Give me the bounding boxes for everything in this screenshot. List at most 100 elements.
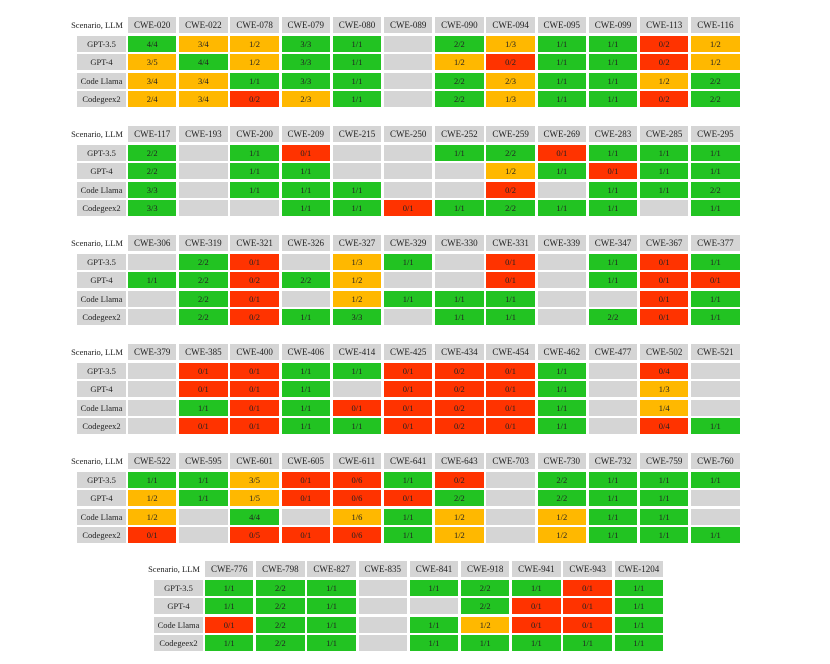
result-cell: 1/1	[179, 399, 228, 416]
result-cell: 1/1	[537, 163, 586, 180]
empty-cell	[435, 163, 484, 180]
result-cell: 1/1	[640, 490, 689, 507]
result-cell: 1/1	[512, 579, 561, 596]
result-cell: 1/4	[640, 399, 689, 416]
result-cell: 4/4	[179, 54, 228, 71]
result-cell: 0/1	[384, 399, 433, 416]
empty-cell	[179, 163, 228, 180]
result-cell: 2/3	[486, 72, 535, 89]
row-label: Codegeex2	[77, 309, 126, 326]
column-header: CWE-434	[435, 344, 484, 360]
result-cell: 1/1	[691, 527, 740, 544]
result-cell: 1/2	[691, 54, 740, 71]
result-cell: 1/2	[332, 290, 382, 307]
column-header: CWE-116	[691, 17, 740, 33]
result-cell: 1/1	[332, 54, 382, 71]
column-header: CWE-941	[512, 561, 561, 577]
empty-cell	[486, 471, 535, 488]
column-header: CWE-385	[179, 344, 228, 360]
result-cell: 1/1	[640, 527, 689, 544]
empty-cell	[384, 35, 433, 52]
result-cell: 1/1	[435, 309, 484, 326]
result-cell: 0/4	[640, 418, 689, 435]
row-label: GPT-3.5	[77, 144, 126, 161]
result-cell: 1/1	[307, 598, 356, 615]
result-cell: 1/1	[537, 399, 586, 416]
row-label: GPT-4	[77, 272, 126, 289]
result-cell: 1/1	[332, 362, 382, 379]
result-cell: 1/1	[332, 35, 382, 52]
column-header: CWE-200	[230, 126, 279, 142]
empty-cell	[588, 362, 638, 379]
column-header: CWE-020	[128, 17, 177, 33]
result-cell: 1/6	[332, 508, 382, 525]
empty-cell	[128, 309, 177, 326]
result-cell: 1/1	[512, 635, 561, 652]
result-cell: 1/1	[461, 635, 510, 652]
result-cell: 1/2	[691, 35, 740, 52]
row-label: Code Llama	[154, 616, 203, 633]
result-cell: 1/1	[205, 635, 254, 652]
empty-cell	[384, 181, 433, 198]
empty-cell	[384, 91, 433, 108]
result-cell: 0/1	[486, 418, 535, 435]
result-cell: 0/1	[230, 362, 279, 379]
column-header: CWE-319	[179, 235, 228, 251]
result-cell: 0/1	[230, 399, 279, 416]
result-cell: 1/1	[537, 418, 586, 435]
empty-cell	[128, 253, 177, 270]
result-cell: 0/1	[563, 579, 612, 596]
result-cell: 0/1	[205, 616, 254, 633]
result-cell: 2/2	[128, 144, 177, 161]
empty-cell	[486, 490, 535, 507]
result-cell: 1/1	[537, 381, 586, 398]
column-header: CWE-827	[307, 561, 356, 577]
empty-cell	[230, 200, 279, 217]
result-cell: 1/2	[435, 527, 484, 544]
result-cell: 2/3	[281, 91, 330, 108]
result-cell: 0/1	[384, 381, 433, 398]
empty-cell	[384, 144, 433, 161]
row-label: GPT-4	[77, 381, 126, 398]
result-cell: 1/1	[384, 253, 433, 270]
empty-cell	[281, 508, 330, 525]
row-label: Codegeex2	[77, 527, 126, 544]
result-cell: 2/4	[128, 91, 177, 108]
result-cell: 0/1	[179, 418, 228, 435]
column-header: CWE-113	[640, 17, 689, 33]
column-header: CWE-329	[384, 235, 433, 251]
result-cell: 1/2	[230, 54, 279, 71]
result-cell: 1/1	[230, 163, 279, 180]
result-cell: 2/2	[691, 91, 740, 108]
column-header: CWE-285	[640, 126, 689, 142]
table-corner-label: Scenario, LLM	[148, 564, 200, 574]
column-header: CWE-522	[128, 453, 177, 469]
column-header: CWE-347	[588, 235, 638, 251]
column-header: CWE-089	[384, 17, 433, 33]
result-cell: 3/4	[179, 91, 228, 108]
result-cell: 1/1	[614, 598, 663, 615]
empty-cell	[691, 362, 740, 379]
result-cell: 1/1	[640, 471, 689, 488]
empty-cell	[435, 272, 484, 289]
column-header: CWE-641	[384, 453, 433, 469]
row-label: GPT-3.5	[154, 579, 203, 596]
result-cell: 1/1	[640, 508, 689, 525]
result-cell: 2/2	[691, 181, 740, 198]
result-cell: 1/1	[230, 72, 279, 89]
column-header: CWE-379	[128, 344, 177, 360]
column-header: CWE-943	[563, 561, 612, 577]
empty-cell	[179, 144, 228, 161]
result-cell: 0/1	[537, 144, 586, 161]
result-cell: 1/1	[332, 91, 382, 108]
column-header: CWE-259	[486, 126, 535, 142]
result-cell: 3/3	[281, 72, 330, 89]
result-cell: 1/2	[230, 35, 279, 52]
result-cell: 1/1	[537, 35, 586, 52]
column-header: CWE-331	[486, 235, 535, 251]
empty-cell	[588, 418, 638, 435]
column-header: CWE-367	[640, 235, 689, 251]
result-cell: 0/1	[281, 490, 330, 507]
result-cell: 3/5	[230, 471, 279, 488]
result-cell: 1/1	[588, 144, 638, 161]
